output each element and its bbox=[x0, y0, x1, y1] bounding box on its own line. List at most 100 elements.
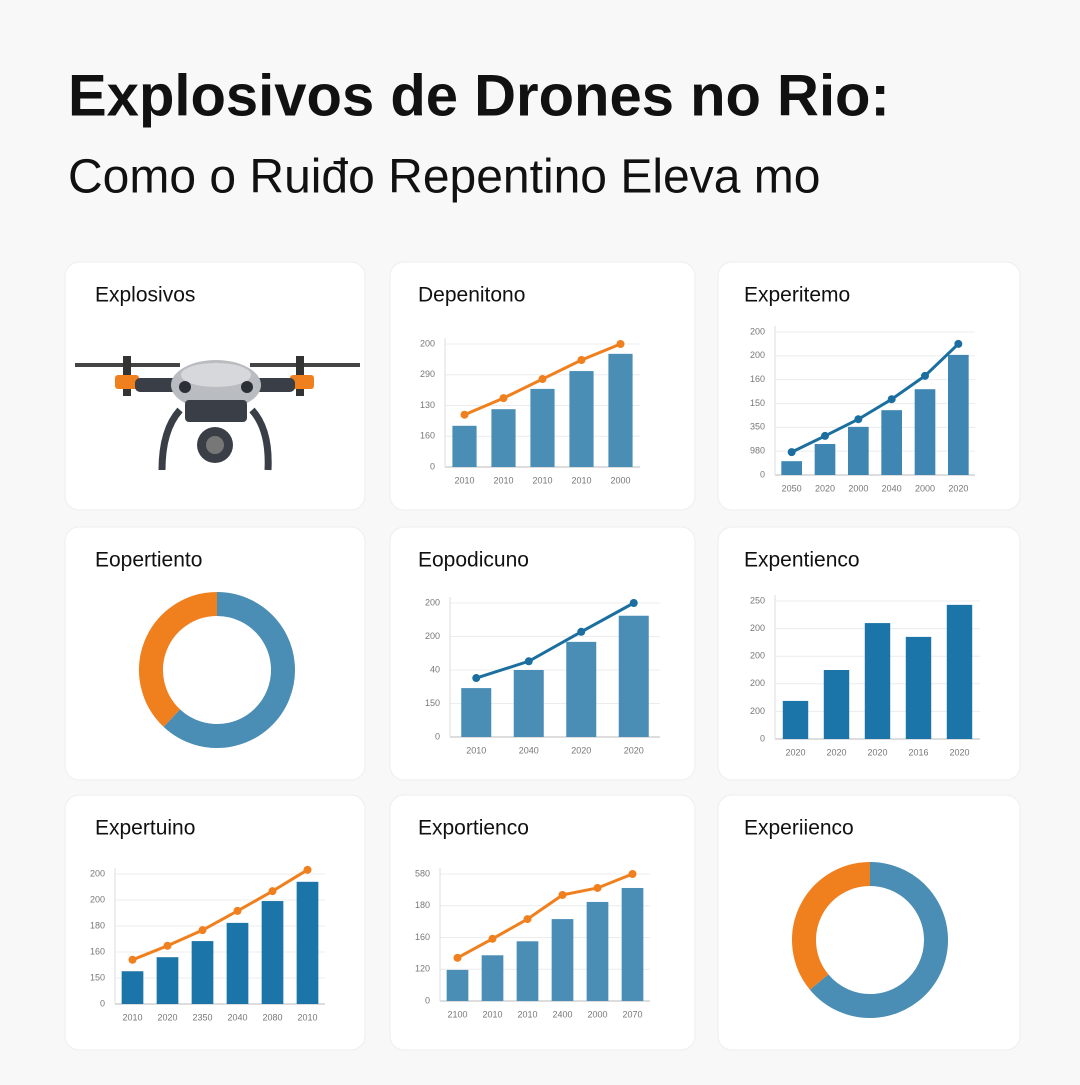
bar bbox=[905, 636, 932, 739]
y-tick-label: 0 bbox=[760, 469, 765, 479]
x-tick-label: 2000 bbox=[587, 1009, 607, 1019]
x-tick-label: 2010 bbox=[122, 1012, 142, 1022]
donut-segment bbox=[792, 862, 871, 990]
line-point bbox=[821, 431, 829, 440]
line-point bbox=[198, 926, 207, 935]
y-tick-label: 150 bbox=[90, 972, 105, 982]
bar bbox=[481, 955, 504, 1001]
y-tick-label: 0 bbox=[100, 998, 105, 1008]
panel-title: Experiienco bbox=[744, 817, 854, 840]
bar bbox=[121, 971, 144, 1004]
x-tick-label: 2010 bbox=[532, 475, 552, 485]
x-tick-label: 2020 bbox=[157, 1012, 177, 1022]
bar bbox=[513, 670, 544, 737]
y-tick-label: 200 bbox=[425, 631, 440, 641]
donut-segment bbox=[139, 592, 218, 727]
x-tick-label: 2010 bbox=[571, 475, 591, 485]
y-tick-label: 150 bbox=[425, 698, 440, 708]
x-tick-label: 2100 bbox=[447, 1009, 467, 1019]
x-tick-label: 2020 bbox=[785, 747, 805, 757]
x-tick-label: 2020 bbox=[624, 745, 644, 755]
x-tick-label: 2070 bbox=[622, 1009, 642, 1019]
x-tick-label: 2010 bbox=[493, 475, 513, 485]
line-point bbox=[558, 890, 567, 899]
x-tick-label: 2020 bbox=[571, 745, 591, 755]
bar bbox=[156, 957, 179, 1004]
x-tick-label: 2020 bbox=[867, 747, 887, 757]
y-tick-label: 200 bbox=[750, 678, 765, 688]
bar bbox=[823, 670, 850, 739]
x-tick-label: 2000 bbox=[915, 483, 935, 493]
panel bbox=[717, 794, 1021, 1051]
y-tick-label: 160 bbox=[90, 946, 105, 956]
line-point bbox=[268, 887, 277, 896]
bar bbox=[261, 901, 284, 1004]
line-point bbox=[593, 883, 602, 892]
line-point bbox=[233, 906, 242, 915]
line-point bbox=[499, 394, 508, 403]
x-tick-label: 2010 bbox=[517, 1009, 537, 1019]
panel-title: Exportienco bbox=[418, 817, 529, 840]
line-point bbox=[472, 674, 481, 683]
line-point bbox=[954, 339, 963, 348]
y-tick-label: 200 bbox=[420, 338, 435, 348]
line-point bbox=[887, 395, 896, 404]
panel bbox=[64, 526, 366, 781]
title: Explosivos de Drones no Rio: bbox=[68, 63, 890, 128]
drone-illustration bbox=[75, 356, 360, 471]
x-tick-label: 2020 bbox=[815, 483, 835, 493]
line-point bbox=[616, 340, 625, 348]
bar bbox=[530, 388, 555, 467]
line-point bbox=[921, 371, 929, 380]
x-tick-label: 2010 bbox=[466, 745, 486, 755]
bar bbox=[566, 641, 597, 737]
x-tick-label: 2020 bbox=[948, 483, 968, 493]
y-tick-label: 0 bbox=[760, 733, 765, 743]
y-tick-label: 200 bbox=[750, 350, 765, 360]
y-tick-label: 150 bbox=[750, 398, 765, 408]
bar bbox=[491, 409, 516, 467]
line-point bbox=[628, 870, 637, 878]
x-tick-label: 2010 bbox=[454, 475, 474, 485]
bar bbox=[516, 941, 539, 1001]
bar bbox=[914, 389, 936, 475]
x-tick-label: 2080 bbox=[262, 1012, 282, 1022]
x-tick-label: 2000 bbox=[848, 483, 868, 493]
bar bbox=[948, 354, 969, 475]
subtitle: Como o Ruiđo Repentino Eleva mo bbox=[68, 151, 820, 204]
x-tick-label: 2010 bbox=[482, 1009, 502, 1019]
bar bbox=[621, 887, 644, 1001]
panel-title: Explosivos bbox=[95, 284, 195, 307]
y-tick-label: 350 bbox=[750, 422, 765, 432]
line-point bbox=[303, 865, 312, 874]
y-tick-label: 40 bbox=[430, 664, 440, 674]
bar bbox=[881, 410, 902, 475]
bar bbox=[569, 371, 594, 467]
line bbox=[456, 872, 634, 960]
x-tick-label: 2000 bbox=[610, 475, 630, 485]
bar bbox=[226, 922, 249, 1004]
y-tick-label: 130 bbox=[420, 400, 435, 410]
y-tick-label: 120 bbox=[415, 964, 430, 974]
y-tick-label: 0 bbox=[435, 731, 440, 741]
x-tick-label: 2040 bbox=[882, 483, 902, 493]
panel-title: Eopertiento bbox=[95, 549, 202, 572]
bar bbox=[782, 700, 809, 739]
y-tick-label: 160 bbox=[420, 431, 435, 441]
y-tick-label: 200 bbox=[750, 706, 765, 716]
bar bbox=[191, 941, 214, 1004]
x-tick-label: 2040 bbox=[519, 745, 539, 755]
line-point bbox=[128, 955, 137, 964]
donut-segment bbox=[809, 862, 948, 1018]
bar bbox=[781, 461, 802, 475]
panel-title: Experitemo bbox=[744, 284, 850, 307]
y-tick-label: 200 bbox=[90, 894, 105, 904]
x-tick-label: 2050 bbox=[782, 483, 802, 493]
bar bbox=[452, 425, 477, 467]
y-tick-label: 200 bbox=[750, 651, 765, 661]
line-point bbox=[629, 599, 638, 607]
y-tick-label: 980 bbox=[750, 446, 765, 456]
x-tick-label: 2400 bbox=[552, 1009, 572, 1019]
